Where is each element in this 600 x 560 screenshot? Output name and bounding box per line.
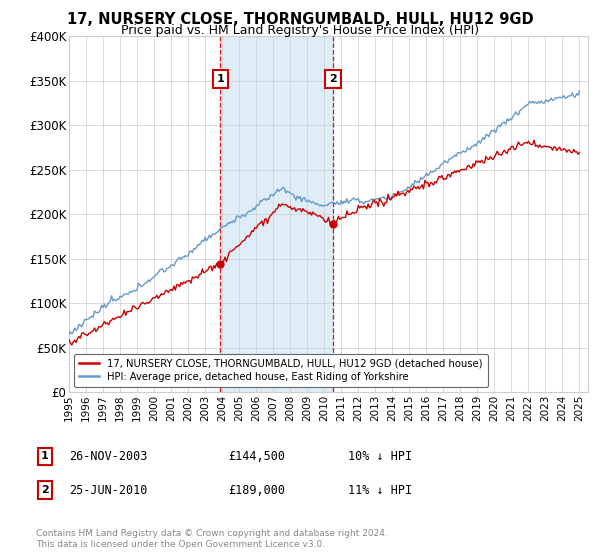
Text: 26-NOV-2003: 26-NOV-2003 — [69, 450, 148, 463]
Text: Contains HM Land Registry data © Crown copyright and database right 2024.
This d: Contains HM Land Registry data © Crown c… — [36, 529, 388, 549]
Text: £189,000: £189,000 — [228, 483, 285, 497]
Text: 10% ↓ HPI: 10% ↓ HPI — [348, 450, 412, 463]
Text: 2: 2 — [41, 485, 49, 495]
Text: Price paid vs. HM Land Registry's House Price Index (HPI): Price paid vs. HM Land Registry's House … — [121, 24, 479, 37]
Text: 1: 1 — [217, 74, 224, 84]
Text: £144,500: £144,500 — [228, 450, 285, 463]
Text: 25-JUN-2010: 25-JUN-2010 — [69, 483, 148, 497]
Bar — [220, 36, 333, 392]
Text: 17, NURSERY CLOSE, THORNGUMBALD, HULL, HU12 9GD: 17, NURSERY CLOSE, THORNGUMBALD, HULL, H… — [67, 12, 533, 27]
Text: 11% ↓ HPI: 11% ↓ HPI — [348, 483, 412, 497]
Text: 1: 1 — [41, 451, 49, 461]
Text: 2: 2 — [329, 74, 337, 84]
Legend: 17, NURSERY CLOSE, THORNGUMBALD, HULL, HU12 9GD (detached house), HPI: Average p: 17, NURSERY CLOSE, THORNGUMBALD, HULL, H… — [74, 354, 487, 387]
